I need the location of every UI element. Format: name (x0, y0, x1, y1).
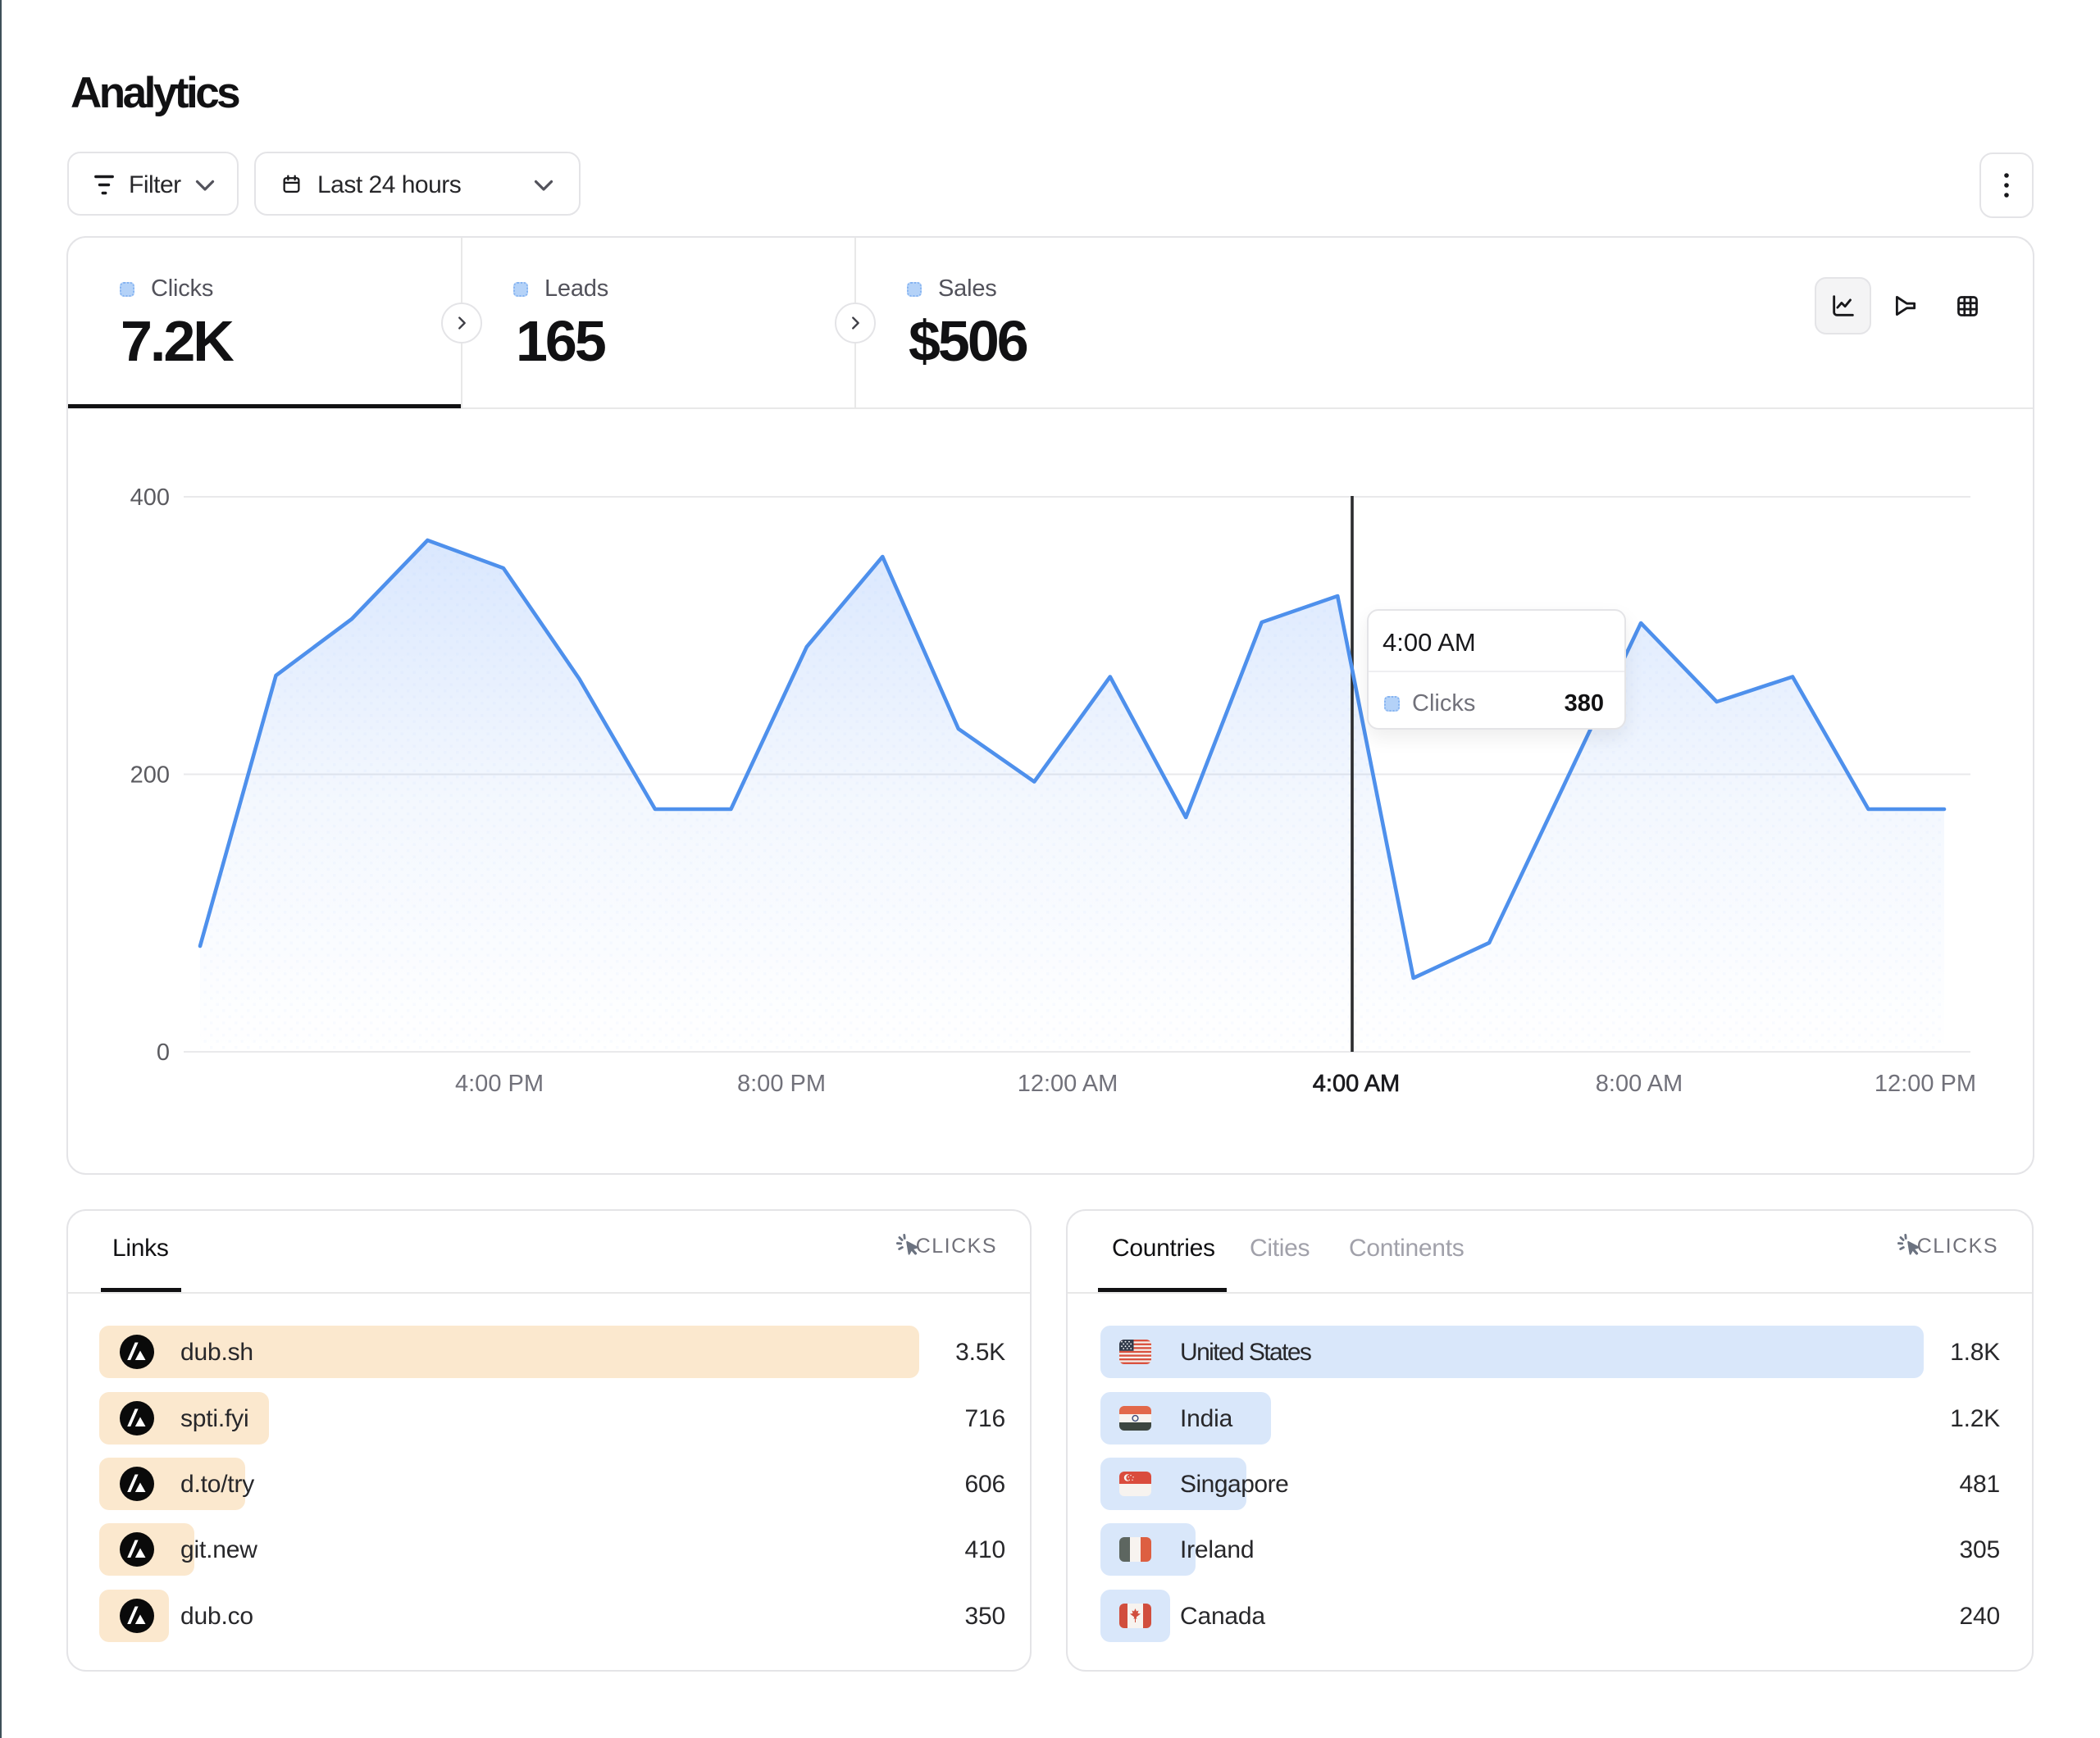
svg-text:400: 400 (130, 485, 170, 511)
svg-text:12:00 AM: 12:00 AM (1018, 1071, 1118, 1097)
svg-text:8:00 AM: 8:00 AM (1596, 1071, 1683, 1097)
svg-text:0: 0 (157, 1040, 170, 1066)
svg-text:4:00 AM: 4:00 AM (1313, 1071, 1400, 1097)
svg-text:4:00 PM: 4:00 PM (455, 1071, 544, 1097)
svg-text:200: 200 (130, 762, 170, 789)
svg-text:12:00 PM: 12:00 PM (1875, 1071, 1976, 1097)
svg-text:8:00 PM: 8:00 PM (737, 1071, 826, 1097)
